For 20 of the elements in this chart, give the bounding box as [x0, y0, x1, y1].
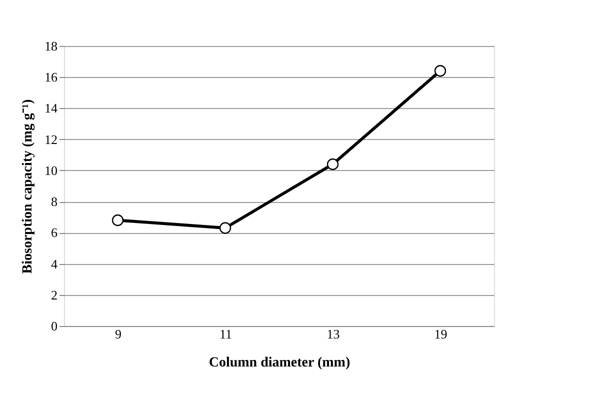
- y-tick-label: 10: [44, 162, 58, 178]
- x-tick-label: 19: [434, 326, 448, 342]
- y-tick-label: 6: [51, 225, 58, 240]
- y-tick-label: 18: [44, 38, 58, 54]
- y-tick-label: 2: [51, 287, 58, 302]
- x-tick-label: 9: [115, 326, 122, 342]
- point: [112, 214, 124, 226]
- point: [326, 158, 339, 170]
- y-tick-label: 14: [44, 100, 58, 116]
- y-tick-label: 12: [44, 132, 58, 147]
- y-tick-label: 4: [51, 256, 58, 272]
- point: [434, 65, 446, 77]
- x-tick-label: 11: [219, 326, 232, 342]
- x-tick-label: 13: [326, 326, 340, 342]
- y-tick-label: 0: [51, 318, 58, 334]
- point: [219, 222, 232, 234]
- x-axis-title: Column diameter (mm): [208, 356, 350, 370]
- y-tick-label: 8: [51, 194, 58, 210]
- y-axis-title: Biosorption capacity (mg g⁻¹): [20, 98, 36, 274]
- y-tick-label: 16: [44, 70, 58, 85]
